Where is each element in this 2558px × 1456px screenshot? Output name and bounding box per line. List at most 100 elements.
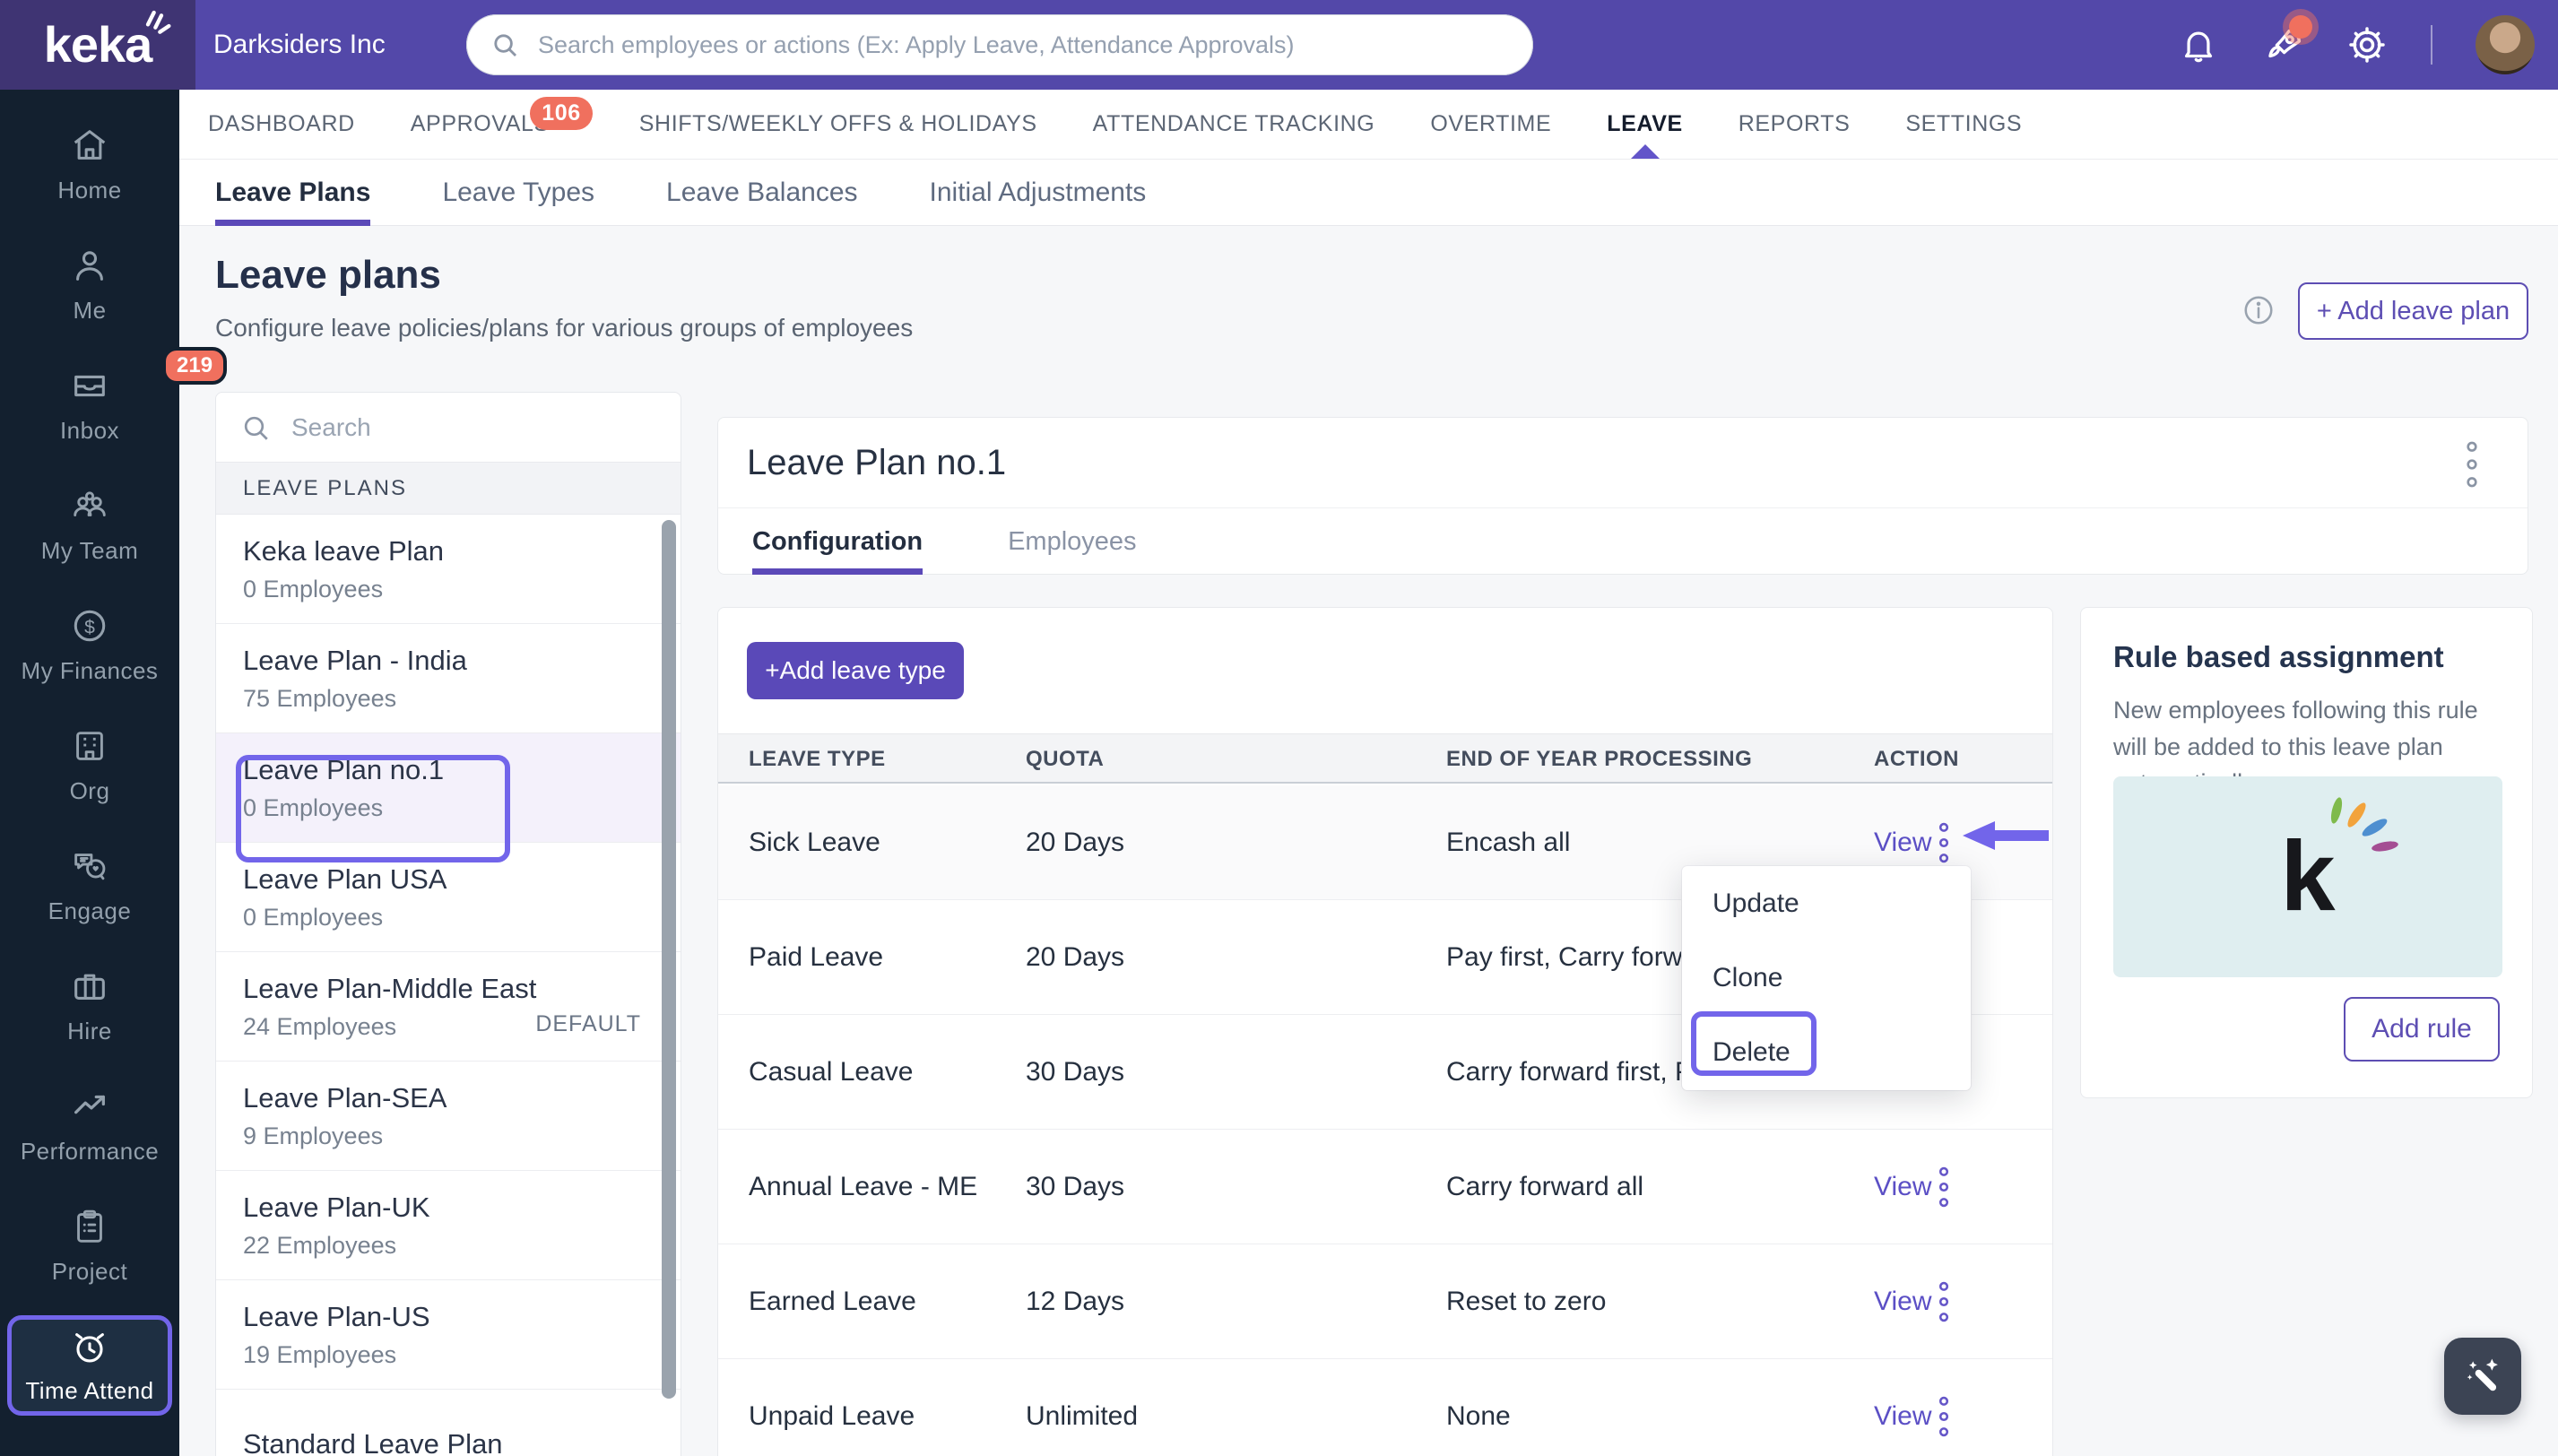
plan-item-standard-leave-plan[interactable]: Standard Leave Plan [216, 1390, 681, 1456]
table-row: Annual Leave - ME 30 Days Carry forward … [718, 1130, 2052, 1244]
table-row: Earned Leave 12 Days Reset to zero View [718, 1244, 2052, 1359]
plan-detail-header-card: Leave Plan no.1 Configuration Employees [717, 417, 2528, 575]
cell-quota: 12 Days [1026, 1287, 1125, 1316]
subtab-initial-adjustments[interactable]: Initial Adjustments [929, 178, 1147, 207]
content-area: Leave plans Configure leave policies/pla… [179, 226, 2558, 1456]
col-end-of-year-processing: END OF YEAR PROCESSING [1446, 747, 1753, 771]
cell-leave-type: Earned Leave [749, 1287, 916, 1316]
add-rule-button[interactable]: Add rule [2344, 997, 2500, 1062]
col-quota: QUOTA [1026, 747, 1105, 771]
tab-configuration[interactable]: Configuration [752, 508, 923, 575]
sidebar-item-inbox[interactable]: 219 Inbox [0, 344, 228, 464]
col-action: ACTION [1874, 747, 1959, 771]
tab-leave[interactable]: LEAVE [1607, 90, 1683, 159]
tab-approvals[interactable]: APPROVALS 106 [411, 90, 593, 159]
plan-name: Leave Plan-UK [243, 1191, 430, 1223]
sidebar-item-my-team[interactable]: My Team [0, 464, 179, 585]
sidebar-item-org[interactable]: Org [0, 705, 179, 825]
plans-search-input[interactable] [290, 412, 657, 443]
menu-item-delete[interactable]: Delete [1713, 1036, 1791, 1067]
sidebar-item-me[interactable]: Me [0, 224, 179, 344]
tab-employees[interactable]: Employees [1008, 526, 1137, 556]
plan-employee-count: 0 Employees [243, 793, 384, 821]
sidebar-item-time-attend[interactable]: Time Attend [0, 1305, 179, 1426]
plan-item-leave-plan-sea[interactable]: Leave Plan-SEA 9 Employees [216, 1062, 681, 1171]
tab-reports[interactable]: REPORTS [1739, 90, 1851, 159]
subtab-leave-plans[interactable]: Leave Plans [215, 160, 371, 226]
plan-item-keka-leave-plan[interactable]: Keka leave Plan 0 Employees [216, 515, 681, 624]
row-kebab-menu-icon[interactable] [1936, 1280, 1952, 1323]
tab-settings[interactable]: SETTINGS [1905, 90, 2022, 159]
k-spark-orange [2345, 800, 2370, 830]
view-link[interactable]: View [1874, 1401, 1932, 1431]
sidebar-item-engage[interactable]: Engage [0, 825, 179, 945]
global-search-input[interactable] [536, 30, 1510, 60]
row-context-menu: Update Clone Delete [1682, 866, 1971, 1090]
plan-employee-count: 9 Employees [243, 1122, 384, 1149]
plan-item-leave-plan-no1[interactable]: Leave Plan no.1 0 Employees [216, 733, 681, 843]
active-tab-triangle [1630, 144, 1660, 159]
sidebar-label: Time Attend [25, 1376, 154, 1404]
sidebar-label: Inbox [59, 416, 120, 444]
subtab-leave-types[interactable]: Leave Types [442, 178, 595, 207]
plan-item-leave-plan-india[interactable]: Leave Plan - India 75 Employees [216, 624, 681, 733]
sidebar-item-performance[interactable]: Performance [0, 1065, 179, 1185]
tab-label: LEAVE [1607, 111, 1683, 136]
leave-plans-list-panel: LEAVE PLANS Keka leave Plan 0 Employees … [215, 392, 681, 1456]
inbox-icon: 219 [69, 346, 228, 406]
plan-name: Standard Leave Plan [243, 1427, 503, 1456]
k-spark-blue [2360, 815, 2390, 840]
tab-label: REPORTS [1738, 111, 1851, 136]
sidebar-item-hire[interactable]: Hire [0, 945, 179, 1065]
whats-new-rocket-icon[interactable] [2262, 15, 2312, 65]
approvals-badge: 106 [530, 97, 593, 130]
plan-kebab-menu-icon[interactable] [2463, 439, 2481, 490]
menu-item-update[interactable]: Update [1713, 888, 1799, 918]
info-icon[interactable] [2242, 293, 2276, 327]
menu-item-clone[interactable]: Clone [1713, 962, 1783, 992]
cell-eoy: Reset to zero [1446, 1287, 1607, 1316]
view-link[interactable]: View [1874, 1172, 1932, 1201]
subtab-leave-balances[interactable]: Leave Balances [666, 178, 858, 207]
topbar: keka Darksiders Inc [0, 0, 2558, 90]
time-attend-clock-icon [69, 1327, 110, 1368]
user-avatar[interactable] [2476, 15, 2535, 74]
row-kebab-menu-icon[interactable] [1936, 1395, 1952, 1438]
sidebar-item-my-finances[interactable]: $ My Finances [0, 585, 179, 705]
plan-employee-count: 19 Employees [243, 1340, 397, 1368]
plan-item-leave-plan-middle-east[interactable]: Leave Plan-Middle East 24 Employees DEFA… [216, 952, 681, 1062]
sidebar-item-project[interactable]: Project [0, 1185, 179, 1305]
rule-panel-title: Rule based assignment [2113, 640, 2444, 673]
tab-overtime[interactable]: OVERTIME [1430, 90, 1551, 159]
page-subtitle: Configure leave policies/plans for vario… [215, 314, 914, 342]
plan-item-leave-plan-usa[interactable]: Leave Plan USA 0 Employees [216, 843, 681, 952]
add-leave-plan-button[interactable]: + Add leave plan [2298, 282, 2528, 340]
plan-item-leave-plan-us[interactable]: Leave Plan-US 19 Employees [216, 1280, 681, 1390]
view-link[interactable]: View [1874, 1287, 1932, 1316]
k-spark-green [2328, 796, 2345, 825]
tab-shifts-weekly-offs-holidays[interactable]: SHIFTS/WEEKLY OFFS & HOLIDAYS [639, 90, 1037, 159]
plans-list-scrollbar[interactable] [662, 520, 676, 1399]
sidebar: Home Me 219 Inbox My Team $ My Financ [0, 90, 228, 1456]
sidebar-item-home[interactable]: Home [0, 104, 179, 224]
plan-item-leave-plan-uk[interactable]: Leave Plan-UK 22 Employees [216, 1171, 681, 1280]
settings-gear-icon[interactable] [2346, 24, 2388, 65]
tab-attendance-tracking[interactable]: ATTENDANCE TRACKING [1093, 90, 1375, 159]
keka-logo-block[interactable]: keka [0, 0, 195, 90]
magic-wand-button[interactable] [2444, 1338, 2521, 1415]
add-leave-type-button[interactable]: +Add leave type [747, 642, 964, 699]
table-row: Casual Leave 30 Days Carry forward first… [718, 1015, 2052, 1130]
plans-search[interactable] [216, 393, 681, 463]
rule-based-assignment-card: Rule based assignment New employees foll… [2080, 607, 2533, 1098]
plan-employee-count: 24 Employees [243, 1012, 397, 1040]
view-link[interactable]: View [1874, 828, 1932, 857]
performance-trend-icon [69, 1086, 110, 1127]
tab-dashboard[interactable]: DASHBOARD [208, 90, 355, 159]
plan-name: Leave Plan-SEA [243, 1081, 447, 1114]
row-kebab-menu-icon[interactable] [1936, 1166, 1952, 1209]
notifications-bell-icon[interactable] [2178, 24, 2219, 65]
global-search[interactable] [466, 14, 1533, 75]
cell-leave-type: Annual Leave - ME [749, 1172, 978, 1201]
row-kebab-menu-icon[interactable] [1936, 821, 1952, 864]
k-letter: k [2280, 821, 2336, 932]
